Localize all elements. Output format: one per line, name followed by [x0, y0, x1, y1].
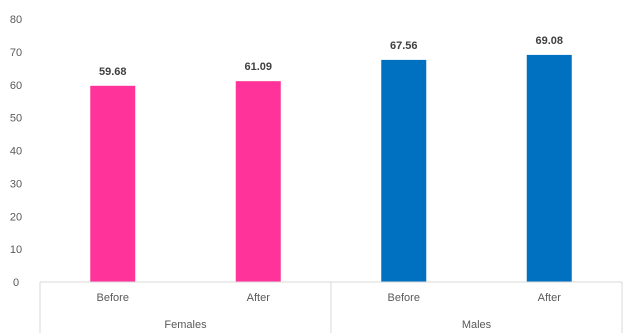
- y-tick-label: 10: [10, 244, 22, 256]
- x-category-label: Before: [97, 292, 129, 304]
- bars: [90, 54, 572, 282]
- x-group-label: Males: [462, 319, 492, 331]
- x-category-label: Before: [388, 292, 420, 304]
- y-tick-label: 20: [10, 211, 22, 223]
- bar-males-before: [381, 59, 427, 282]
- x-axis: Before After Females Before After Males: [39, 281, 623, 333]
- y-axis: 0 10 20 30 40 50 60 70 80: [10, 14, 22, 289]
- bar-females-after: [235, 81, 281, 282]
- x-category-label: After: [247, 292, 271, 304]
- y-tick-label: 40: [10, 146, 22, 158]
- y-tick-label: 0: [13, 277, 19, 289]
- data-label: 67.56: [390, 40, 418, 52]
- data-labels: 59.68 61.09 67.56 69.08: [99, 35, 563, 78]
- y-tick-label: 50: [10, 113, 22, 125]
- y-tick-label: 80: [10, 14, 22, 26]
- x-group-label: Females: [164, 319, 207, 331]
- data-label: 61.09: [244, 61, 272, 73]
- y-tick-label: 70: [10, 47, 22, 59]
- y-tick-label: 30: [10, 178, 22, 190]
- bar-females-before: [90, 85, 136, 282]
- y-tick-label: 60: [10, 80, 22, 92]
- x-category-label: After: [538, 292, 562, 304]
- bar-males-after: [526, 54, 572, 282]
- data-label: 59.68: [99, 66, 127, 78]
- data-label: 69.08: [535, 35, 563, 47]
